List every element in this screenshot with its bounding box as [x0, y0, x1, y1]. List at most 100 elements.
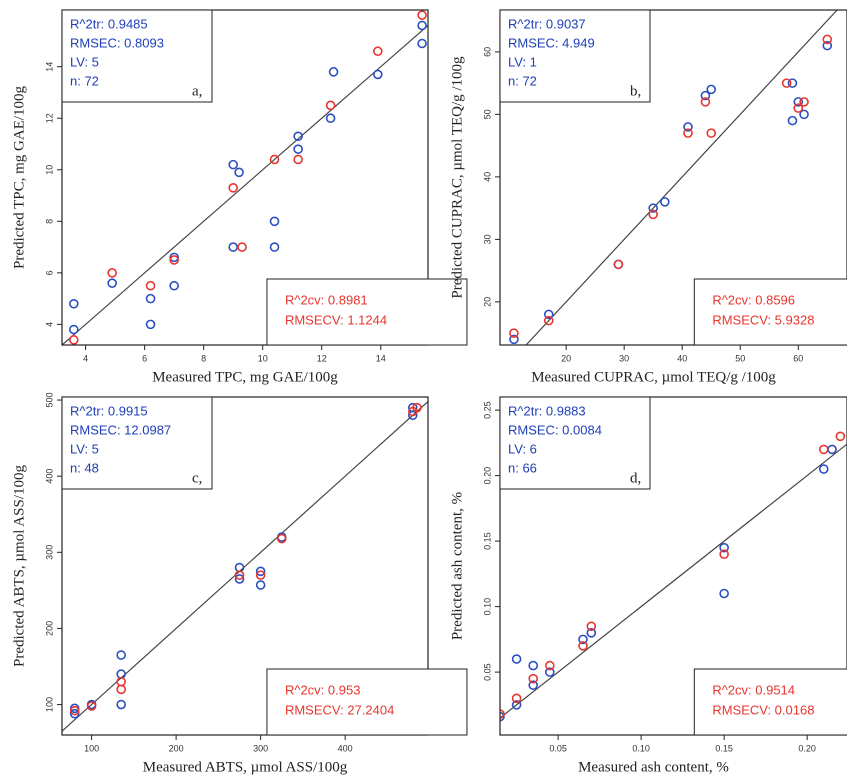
point	[543, 315, 554, 326]
x-tick-label: 400	[338, 743, 353, 753]
train-stat: R^2tr: 0.9915	[70, 403, 148, 418]
point	[528, 660, 539, 671]
y-tick-label: 50	[482, 109, 492, 119]
x-axis-label: Measured TPC, mg GAE/100g	[152, 369, 338, 385]
cv-box	[266, 668, 468, 736]
cv-stat: R^2cv: 0.8596	[712, 292, 795, 307]
point	[145, 319, 156, 330]
stats-box	[61, 9, 213, 103]
point	[69, 705, 80, 716]
point	[793, 97, 804, 107]
x-tick-label: 0.15	[715, 743, 733, 753]
point	[269, 216, 280, 227]
point	[683, 122, 693, 132]
point	[509, 334, 519, 345]
point	[700, 97, 711, 107]
y-tick-label: 500	[44, 393, 54, 408]
point	[116, 684, 126, 695]
point	[255, 580, 266, 590]
point	[500, 709, 505, 719]
y-tick-label: 6	[44, 270, 54, 275]
y-axis-label: Predicted ABTS, µmol ASS/100g	[11, 465, 27, 667]
point	[234, 167, 244, 178]
cv-box	[693, 668, 847, 736]
point	[648, 209, 658, 220]
point	[706, 128, 717, 138]
x-tick-label: 30	[619, 353, 629, 363]
point	[145, 280, 156, 291]
point	[543, 309, 554, 320]
point	[116, 676, 126, 687]
panel-label: b,	[630, 83, 641, 99]
identity-line	[525, 10, 838, 345]
point	[107, 278, 117, 288]
point	[818, 464, 829, 474]
point	[234, 574, 245, 584]
point	[234, 570, 245, 580]
point	[417, 10, 427, 20]
point	[228, 183, 238, 193]
train-stat: n: 48	[70, 460, 99, 475]
point	[69, 324, 79, 335]
cv-stat: R^2cv: 0.9514	[712, 682, 795, 697]
x-tick-label: 50	[735, 353, 745, 363]
point	[373, 46, 383, 57]
x-axis-label: Measured ABTS, µmol ASS/100g	[143, 759, 348, 775]
point	[255, 570, 266, 580]
train-stat: LV: 5	[70, 54, 99, 69]
point	[613, 259, 624, 270]
cv-box	[266, 278, 468, 346]
point	[116, 650, 126, 660]
train-stat: n: 72	[508, 73, 537, 88]
point	[683, 128, 693, 138]
train-stat: n: 72	[70, 73, 99, 88]
y-tick-label: 0.15	[482, 532, 492, 550]
point	[325, 113, 336, 124]
cv-box	[693, 278, 847, 346]
y-tick-label: 0.20	[482, 467, 492, 485]
identity-line	[62, 25, 428, 345]
plot-area	[62, 401, 428, 732]
point	[719, 542, 729, 553]
identity-line	[500, 443, 847, 719]
x-tick-label: 40	[677, 353, 687, 363]
y-axis-label: Predicted ash content, %	[449, 492, 465, 640]
train-stat: RMSEC: 12.0987	[70, 422, 171, 437]
point	[578, 641, 588, 651]
x-tick-label: 100	[84, 743, 99, 753]
point	[700, 90, 711, 101]
stats-box	[499, 396, 651, 490]
x-tick-label: 60	[793, 353, 803, 363]
point	[511, 700, 522, 710]
y-tick-label: 4	[44, 322, 54, 327]
x-tick-label: 300	[253, 743, 268, 753]
point	[822, 34, 833, 45]
point	[373, 69, 383, 80]
point	[325, 100, 336, 111]
stats-box	[61, 396, 213, 490]
point	[328, 67, 339, 77]
x-tick-label: 14	[376, 353, 386, 363]
cv-stat: RMSECV: 0.0168	[712, 702, 814, 717]
x-axis-label: Measured ash content, %	[578, 759, 729, 775]
train-stat: LV: 1	[508, 54, 537, 69]
x-tick-label: 10	[258, 353, 268, 363]
point	[528, 673, 539, 684]
point	[659, 197, 670, 207]
y-tick-label: 100	[44, 697, 54, 712]
point	[511, 654, 522, 664]
cv-stat: RMSECV: 1.1244	[285, 312, 387, 327]
train-stat: LV: 6	[508, 441, 537, 456]
y-tick-label: 60	[482, 47, 492, 57]
x-tick-label: 0.20	[798, 743, 816, 753]
train-stat: R^2tr: 0.9883	[508, 403, 586, 418]
y-tick-label: 0.05	[482, 663, 492, 681]
cv-stat: R^2cv: 0.953	[285, 682, 360, 697]
point	[228, 242, 238, 252]
identity-line	[62, 401, 428, 732]
y-tick-label: 300	[44, 545, 54, 560]
point	[545, 660, 555, 671]
y-tick-label: 0.25	[482, 401, 492, 419]
point	[269, 154, 280, 165]
